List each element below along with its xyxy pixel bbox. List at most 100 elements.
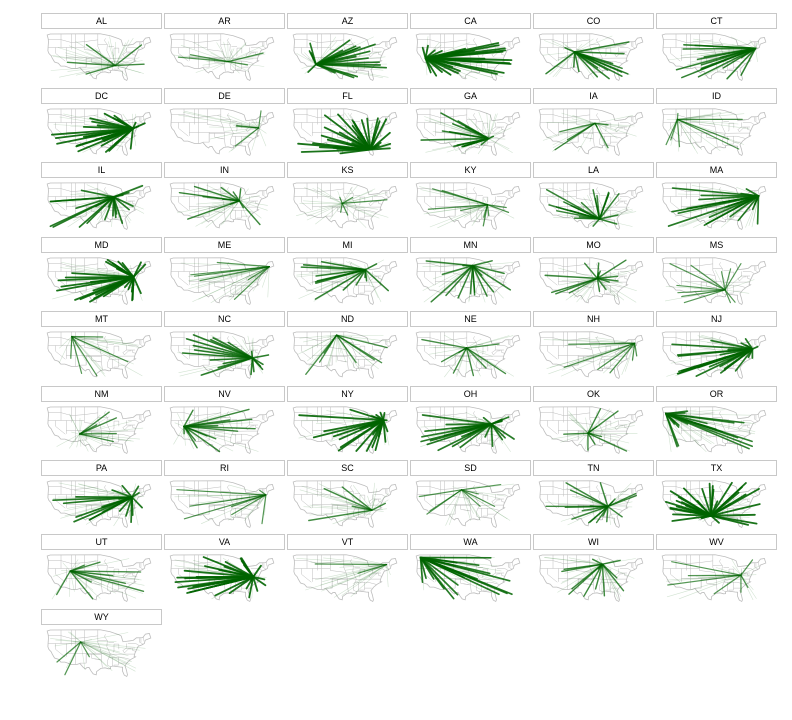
flow-line <box>740 574 754 590</box>
facet-panel <box>287 477 408 530</box>
flow-line <box>363 564 387 580</box>
flow-line <box>69 558 130 572</box>
flow-line <box>113 196 131 224</box>
flow-line <box>724 279 755 291</box>
state-border <box>718 113 723 120</box>
state-border <box>747 127 752 131</box>
state-border <box>614 196 619 204</box>
flow-line <box>69 570 114 577</box>
flow-line <box>183 426 234 452</box>
facet-il: IL <box>41 162 162 232</box>
flow-line <box>73 490 133 498</box>
flow-lines <box>545 187 637 227</box>
state-border <box>94 435 102 438</box>
flow-line <box>326 410 384 421</box>
state-border <box>352 491 357 518</box>
state-border <box>758 339 760 344</box>
state-border <box>266 41 268 46</box>
flow-lines <box>298 408 390 452</box>
flow-line <box>251 118 259 129</box>
flow-line <box>456 204 488 209</box>
flow-line <box>71 335 83 375</box>
state-border <box>586 360 594 363</box>
flow-line <box>242 127 259 140</box>
flow-line <box>420 557 427 580</box>
flow-line <box>369 144 380 151</box>
flow-line <box>461 489 471 502</box>
flow-line <box>307 63 317 73</box>
flow-line <box>315 47 363 65</box>
flow-line <box>80 632 129 643</box>
state-border <box>378 276 383 280</box>
facet-strip-label: ND <box>287 311 408 327</box>
flow-line <box>79 433 140 440</box>
flow-line <box>79 63 116 66</box>
flow-line <box>250 350 254 359</box>
flow-line <box>594 337 635 344</box>
flow-line <box>183 409 239 427</box>
state-border <box>138 190 143 198</box>
flow-line <box>567 122 596 141</box>
state-border <box>331 207 348 217</box>
flow-line <box>79 433 89 440</box>
flow-line <box>424 119 489 139</box>
flow-line <box>183 425 208 437</box>
facet-panel <box>533 179 654 232</box>
state-border <box>235 272 238 281</box>
state-border <box>699 263 713 266</box>
state-border <box>301 568 312 583</box>
flow-line <box>747 348 754 359</box>
flow-line <box>131 496 145 498</box>
flow-line <box>68 570 71 597</box>
flow-line <box>302 264 367 271</box>
flow-line <box>607 492 637 508</box>
flow-line <box>131 491 145 498</box>
flow-line <box>341 203 367 228</box>
state-border <box>470 504 480 506</box>
flow-line <box>703 195 759 215</box>
flow-line <box>448 489 462 526</box>
flow-line <box>248 266 270 290</box>
flow-line <box>316 268 367 282</box>
flow-line <box>456 347 467 377</box>
flow-line <box>676 112 679 121</box>
facet-strip-label: NM <box>41 386 162 402</box>
facet-nm: NM <box>41 386 162 456</box>
state-border <box>699 570 716 573</box>
flow-line <box>131 483 137 498</box>
flow-line <box>118 496 133 512</box>
flow-line <box>574 45 625 53</box>
flow-line <box>227 45 264 62</box>
state-border <box>389 562 391 567</box>
state-border <box>250 47 262 50</box>
flow-line <box>705 195 760 225</box>
flow-line <box>323 557 387 565</box>
flow-line <box>745 188 760 197</box>
flow-line <box>441 189 489 206</box>
flow-line <box>296 53 317 65</box>
facet-az: AZ <box>287 13 408 83</box>
flow-line <box>80 641 126 666</box>
us-flow-map <box>538 331 644 379</box>
state-border <box>589 331 595 370</box>
flow-line <box>301 485 373 511</box>
state-border <box>723 209 746 213</box>
flow-lines <box>665 111 750 154</box>
flow-line <box>461 137 490 148</box>
flow-line <box>472 262 483 266</box>
facet-ar: AR <box>164 13 285 83</box>
state-border <box>700 133 717 143</box>
flow-line <box>428 347 467 355</box>
state-border <box>224 206 234 208</box>
state-border <box>576 570 593 573</box>
flow-lines <box>667 185 760 228</box>
flow-lines <box>544 259 637 303</box>
state-border <box>624 127 629 131</box>
flow-line <box>424 49 436 60</box>
flow-line <box>183 112 259 129</box>
flow-line <box>371 498 376 511</box>
state-border <box>368 276 378 282</box>
state-border <box>84 114 98 117</box>
facet-strip-label: TX <box>656 460 777 476</box>
facet-panel <box>533 477 654 530</box>
